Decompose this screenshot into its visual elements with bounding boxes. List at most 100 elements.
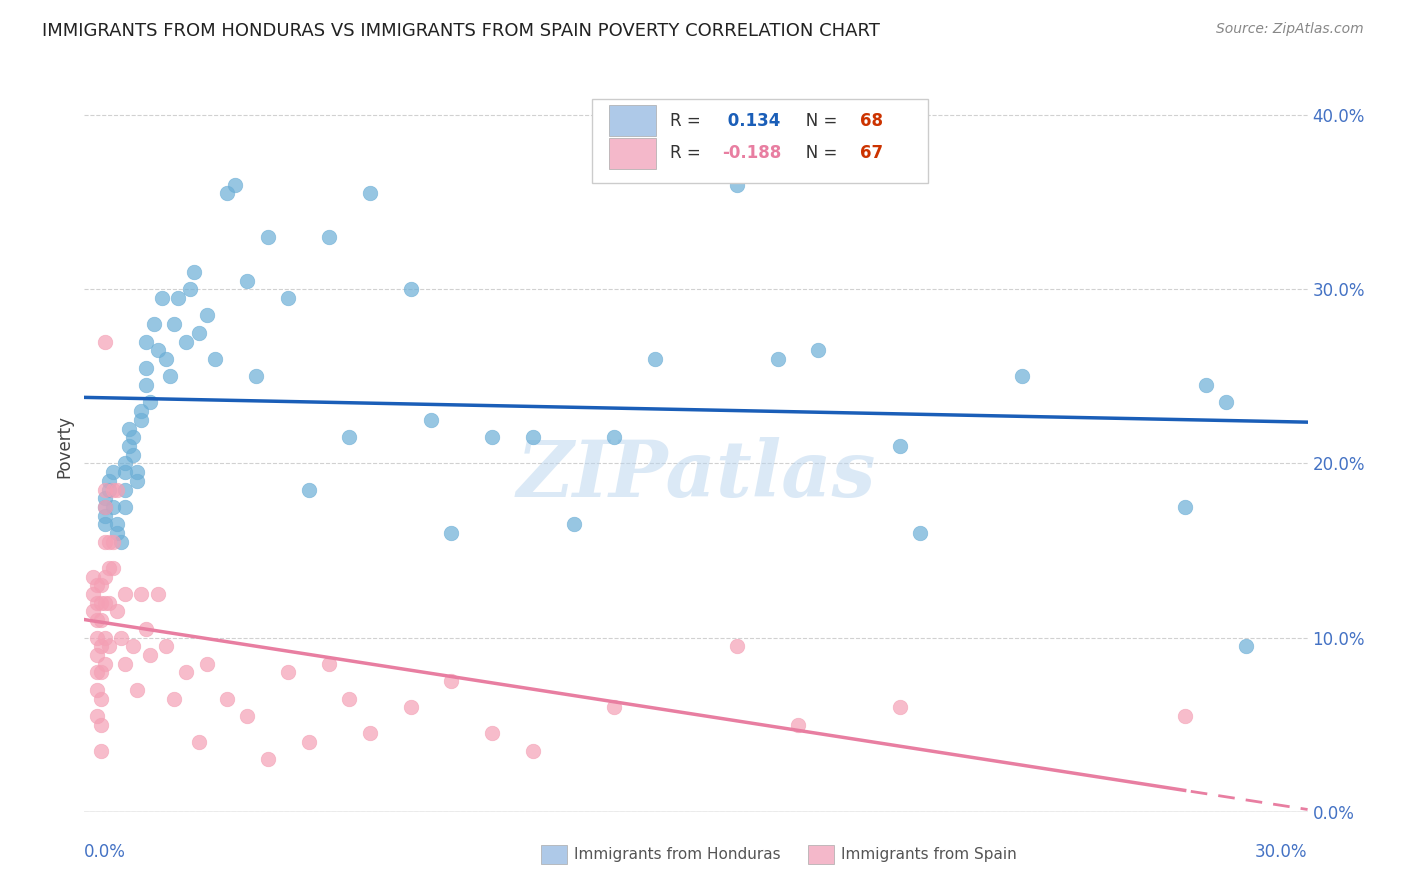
Point — [101, 465, 124, 479]
Point — [224, 178, 246, 192]
Point — [86, 613, 108, 627]
Point — [105, 526, 128, 541]
Point — [644, 351, 666, 366]
Point — [118, 439, 141, 453]
Point — [257, 752, 280, 766]
Point — [93, 500, 115, 514]
Point — [187, 735, 209, 749]
Point — [889, 700, 911, 714]
Point — [131, 413, 153, 427]
Point — [105, 517, 128, 532]
Point — [105, 604, 128, 618]
Point — [889, 439, 911, 453]
Point — [359, 186, 381, 201]
Point — [150, 291, 173, 305]
Point — [90, 596, 112, 610]
Point — [318, 657, 340, 671]
Point — [93, 517, 115, 532]
Point — [187, 326, 209, 340]
Point — [82, 587, 104, 601]
Point — [122, 430, 145, 444]
Point — [339, 691, 361, 706]
Point — [101, 534, 124, 549]
Point — [204, 351, 226, 366]
Point — [114, 483, 136, 497]
Point — [138, 395, 160, 409]
Point — [1174, 500, 1197, 514]
Point — [359, 726, 381, 740]
Point — [217, 186, 239, 201]
Point — [93, 508, 115, 523]
Point — [257, 230, 280, 244]
Point — [110, 631, 132, 645]
Point — [236, 709, 259, 723]
Point — [1195, 378, 1218, 392]
Point — [245, 369, 267, 384]
Text: 0.134: 0.134 — [721, 112, 780, 129]
Point — [603, 700, 626, 714]
Point — [131, 404, 153, 418]
Bar — [609, 138, 655, 169]
Point — [90, 665, 112, 680]
Point — [135, 622, 157, 636]
Point — [93, 334, 115, 349]
Text: N =: N = — [790, 112, 842, 129]
Point — [86, 648, 108, 662]
Point — [93, 657, 115, 671]
Point — [420, 413, 443, 427]
Point — [110, 534, 132, 549]
Point — [114, 457, 136, 471]
Point — [114, 500, 136, 514]
Text: 68: 68 — [860, 112, 883, 129]
Point — [93, 491, 115, 506]
Point — [86, 665, 108, 680]
Point — [163, 317, 186, 331]
Point — [82, 604, 104, 618]
Point — [93, 569, 115, 583]
Point — [236, 274, 259, 288]
Point — [131, 587, 153, 601]
Point — [90, 717, 112, 731]
Point — [93, 534, 115, 549]
Point — [298, 483, 321, 497]
Point — [135, 334, 157, 349]
Point — [179, 282, 201, 296]
FancyBboxPatch shape — [592, 99, 928, 183]
Text: R =: R = — [671, 112, 706, 129]
Point — [138, 648, 160, 662]
Point — [217, 691, 239, 706]
Point — [101, 483, 124, 497]
Text: Immigrants from Spain: Immigrants from Spain — [841, 847, 1017, 862]
Point — [135, 378, 157, 392]
Point — [122, 448, 145, 462]
Point — [399, 700, 422, 714]
Bar — [609, 105, 655, 136]
Text: R =: R = — [671, 145, 706, 162]
Point — [97, 474, 120, 488]
Point — [1011, 369, 1033, 384]
Point — [97, 640, 120, 654]
Point — [86, 709, 108, 723]
Point — [1215, 395, 1237, 409]
Point — [82, 569, 104, 583]
Point — [135, 360, 157, 375]
Point — [174, 334, 197, 349]
Point — [90, 640, 112, 654]
Point — [142, 317, 165, 331]
Point — [93, 631, 115, 645]
Point — [146, 343, 169, 358]
Point — [298, 735, 321, 749]
Point — [97, 596, 120, 610]
Point — [90, 613, 112, 627]
Text: N =: N = — [790, 145, 842, 162]
Point — [167, 291, 190, 305]
Point — [114, 657, 136, 671]
Text: -0.188: -0.188 — [721, 145, 780, 162]
Point — [399, 282, 422, 296]
Point — [93, 500, 115, 514]
Point — [277, 291, 299, 305]
Point — [195, 309, 218, 323]
Point — [725, 178, 748, 192]
Point — [118, 421, 141, 435]
Point — [725, 640, 748, 654]
